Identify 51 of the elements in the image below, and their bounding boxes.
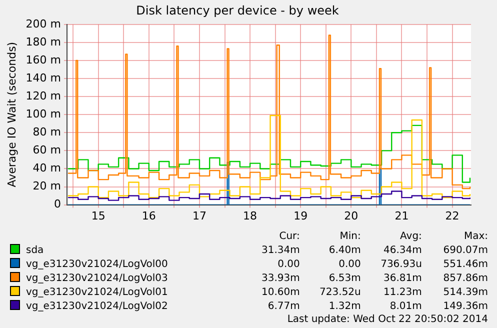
text: 1.32m [328,300,361,313]
chart-title: Disk latency per device - by week [136,3,339,18]
text: 8.01m [388,300,422,313]
x-tick-label: 20 [344,209,358,222]
y-tick-label: 180 m [26,35,61,48]
text: 11.23m [382,286,422,299]
text: 551.46m [442,258,488,271]
x-tick-label: 22 [445,209,460,222]
text: Min: [338,230,361,243]
legend-label: sda [25,244,45,257]
x-tick-label: 17 [192,209,206,222]
text: 690.07m [442,244,488,257]
x-tick-label: 15 [91,209,106,222]
text: 514.39m [442,286,488,299]
text: 46.34m [382,244,422,257]
text: 723.52u [318,286,361,299]
y-tick-label: 0 [54,198,61,211]
text: 31.34m [260,244,300,257]
text: Last update: Wed Oct 22 20:50:02 2014 [287,314,488,325]
x-tick-label: 19 [294,209,308,222]
y-tick-label: 140 m [26,71,61,84]
text: 6.53m [328,272,361,285]
y-axis-title: Average IO Wait (seconds) [5,42,18,188]
text: 6.40m [328,244,361,257]
text: 149.36m [442,300,488,313]
text: 10.60m [260,286,300,299]
text: 0.00 [276,258,300,271]
legend-label: vg_e31230v21024/LogVol01 [25,286,169,299]
legend-label: vg_e31230v21024/LogVol00 [25,258,169,271]
x-tick-label: 16 [142,209,156,222]
y-tick-label: 100 m [26,107,61,120]
text: Max: [462,230,488,243]
x-tick-label: 18 [243,209,258,222]
text: 857.86m [442,272,488,285]
y-tick-label: 20 m [32,180,61,193]
text: 36.81m [382,272,422,285]
legend-label: vg_e31230v21024/LogVol02 [25,300,169,313]
text: 736.93u [380,258,422,271]
text: Avg: [399,230,422,243]
text: 33.93m [260,272,300,285]
text: 0.00 [338,258,361,271]
x-tick-label: 21 [394,209,409,222]
y-tick-label: 160 m [26,53,61,66]
text: Cur: [278,230,300,243]
y-tick-label: 60 m [32,144,61,157]
text: 6.77m [266,300,300,313]
y-tick-label: 200 m [26,17,61,30]
y-tick-label: 120 m [26,89,61,102]
y-tick-label: 40 m [32,162,61,175]
legend-label: vg_e31230v21024/LogVol03 [25,272,169,285]
y-tick-label: 80 m [32,126,61,138]
